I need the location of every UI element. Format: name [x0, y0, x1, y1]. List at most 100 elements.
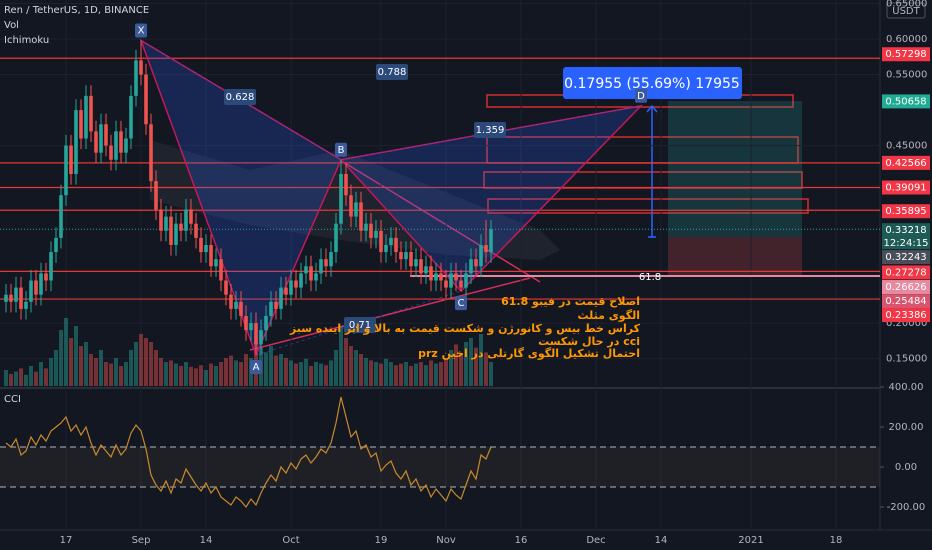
candle-body: [34, 280, 38, 295]
volume-bar: [354, 350, 358, 386]
candle-body: [104, 124, 108, 146]
volume-bar: [169, 360, 173, 386]
trend-line: [339, 159, 541, 283]
volume-bar: [189, 366, 193, 386]
candle-body: [289, 280, 293, 295]
volume-bar: [289, 360, 293, 386]
price-label: 0.25484: [885, 296, 926, 307]
volume-bar: [39, 362, 43, 386]
candle-body: [379, 230, 383, 253]
volume-bar: [94, 358, 98, 386]
candle-body: [79, 110, 83, 139]
volume-bar: [474, 347, 478, 386]
long-target: [668, 101, 802, 237]
candle-body: [364, 223, 368, 231]
volume-bar: [269, 346, 273, 386]
candle-body: [419, 259, 423, 274]
candle-body: [174, 223, 178, 245]
ratio-label: 0.788: [378, 67, 407, 78]
cci-tick-label: -200.00: [887, 502, 926, 513]
volume-bar: [134, 342, 138, 386]
volume-bar: [334, 350, 338, 386]
cci-tick-label: 200.00: [889, 422, 924, 433]
candle-body: [404, 252, 408, 260]
volume-bar: [244, 354, 248, 386]
volume-bar: [439, 362, 443, 386]
volume-bar: [199, 365, 203, 386]
volume-bar: [399, 363, 403, 386]
candle-body: [269, 301, 273, 316]
candle-body: [329, 252, 333, 267]
countdown-box: [882, 236, 930, 250]
volume-bar: [469, 338, 473, 386]
candle-body: [159, 209, 163, 231]
volume-bar: [489, 362, 493, 386]
candle-body: [54, 237, 58, 253]
volume-bar: [274, 355, 278, 386]
volume-bar: [359, 354, 363, 386]
volume-bar: [344, 338, 348, 386]
volume-bar: [234, 360, 238, 386]
volume-bar: [119, 366, 123, 386]
x-tick-label: Nov: [436, 535, 456, 546]
note: کراس خط بیس و کانورژن و شکست قیمت به بال…: [289, 322, 641, 335]
volume-bar: [4, 370, 8, 386]
volume-bar: [264, 352, 268, 386]
price-label-box: [882, 265, 930, 280]
long-stop: [668, 237, 802, 277]
ratio-label: 0.628: [226, 92, 255, 103]
price-label-box: [882, 223, 930, 238]
volume-bar: [29, 366, 33, 386]
candle-body: [254, 323, 258, 345]
ratio-box: [474, 122, 506, 138]
candle-body: [484, 244, 488, 253]
x-tick-label: Oct: [282, 535, 299, 546]
volume-bar: [139, 334, 143, 386]
volume-bar: [444, 358, 448, 386]
volume-bar: [464, 342, 468, 386]
volume-bar: [219, 362, 223, 386]
x-tick-label: 14: [655, 535, 668, 546]
x-tick-label: 19: [375, 535, 388, 546]
volume-bar: [459, 354, 463, 386]
currency-box: [886, 2, 926, 19]
volume-bar: [239, 362, 243, 386]
zone-box: [487, 198, 809, 214]
price-label: 0.26626: [885, 282, 926, 293]
candle-body: [89, 95, 93, 132]
price-label: 0.33218: [885, 225, 926, 236]
candle-body: [344, 173, 348, 196]
candle-body: [384, 244, 388, 253]
candle-body: [319, 259, 323, 274]
candle-body: [479, 244, 483, 267]
candle-body: [9, 294, 13, 302]
price-label: 0.23386: [885, 310, 926, 321]
cci-line: [5, 396, 492, 509]
candle-body: [259, 330, 263, 345]
price-label: 0.35895: [885, 206, 926, 217]
y-tick-label: 0.60000: [886, 34, 927, 45]
measure-box: [563, 67, 742, 99]
volume-bar: [14, 371, 18, 386]
candle-body: [39, 273, 43, 295]
candle-body: [49, 252, 53, 281]
volume-bar: [229, 355, 233, 386]
note: احتمال تشکیل الگوی گارتلی در اخین prz: [418, 347, 640, 360]
countdown: 12:24:15: [884, 238, 929, 249]
candle-body: [309, 266, 313, 281]
note: cci در حال شکست: [538, 335, 640, 348]
ratio-label: 0.71: [349, 320, 371, 331]
candle-body: [449, 273, 453, 288]
candle-body: [459, 280, 463, 288]
volume-bar: [414, 363, 418, 386]
candle-body: [389, 237, 393, 245]
volume-bar: [434, 363, 438, 386]
candle-body: [394, 237, 398, 253]
price-label-box: [882, 180, 930, 195]
candle-body: [184, 209, 188, 231]
volume-bar: [59, 330, 63, 386]
candle-body: [69, 145, 73, 174]
pattern-point-label: B: [338, 145, 345, 156]
ratio-label: 61.8: [639, 272, 661, 283]
